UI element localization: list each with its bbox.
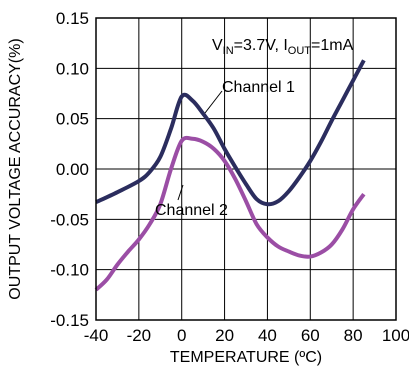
y-tick-label: 0.05 [56, 110, 89, 129]
y-tick-label: 0.00 [56, 160, 89, 179]
channel-1-leader [204, 90, 223, 114]
y-axis-label: OUTPUT VOLTAGE ACCURACY(%) [7, 38, 24, 299]
channel-2-label: Channel 2 [155, 202, 228, 219]
y-tick-label: 0.10 [56, 59, 89, 78]
plot-frame [95, 17, 397, 321]
x-tick-label: 0 [177, 326, 186, 345]
series-line-channel-1 [95, 59, 366, 207]
x-tick-label: 80 [344, 326, 363, 345]
series-lines [94, 59, 366, 292]
conditions-annotation: VIN=3.7V, IOUT=1mA [212, 37, 354, 57]
channel-1-callout: Channel 1 [204, 79, 295, 114]
x-tick-label: 20 [215, 326, 234, 345]
conditions-v-main: V [212, 37, 223, 54]
conditions-v-rest: =3.7V, I [234, 37, 288, 54]
y-tick-label: 0.15 [56, 9, 89, 28]
y-tick-label: -0.15 [50, 311, 89, 330]
channel-1-label: Channel 1 [222, 79, 295, 96]
channel-2-callout: Channel 2 [155, 184, 228, 219]
series-line-channel-2 [94, 135, 366, 292]
x-tick-label: 60 [301, 326, 320, 345]
conditions-i-rest: =1mA [311, 37, 354, 54]
y-tick-label: -0.10 [50, 261, 89, 280]
grid [95, 17, 397, 321]
x-tick-label: 100 [382, 326, 409, 345]
channel-2-leader [177, 184, 184, 201]
x-tick-label: 40 [258, 326, 277, 345]
y-tick-label: -0.05 [50, 210, 89, 229]
x-tick-labels: -40 -20 0 20 40 60 80 100 [84, 326, 409, 345]
x-axis-label: TEMPERATURE (ºC) [170, 349, 322, 366]
x-tick-label: -40 [84, 326, 109, 345]
conditions-v-sub: IN [223, 45, 234, 57]
y-tick-labels: 0.15 0.10 0.05 0.00 -0.05 -0.10 -0.15 [50, 9, 89, 330]
conditions-i-sub: OUT [288, 45, 312, 57]
x-tick-label: -20 [127, 326, 152, 345]
